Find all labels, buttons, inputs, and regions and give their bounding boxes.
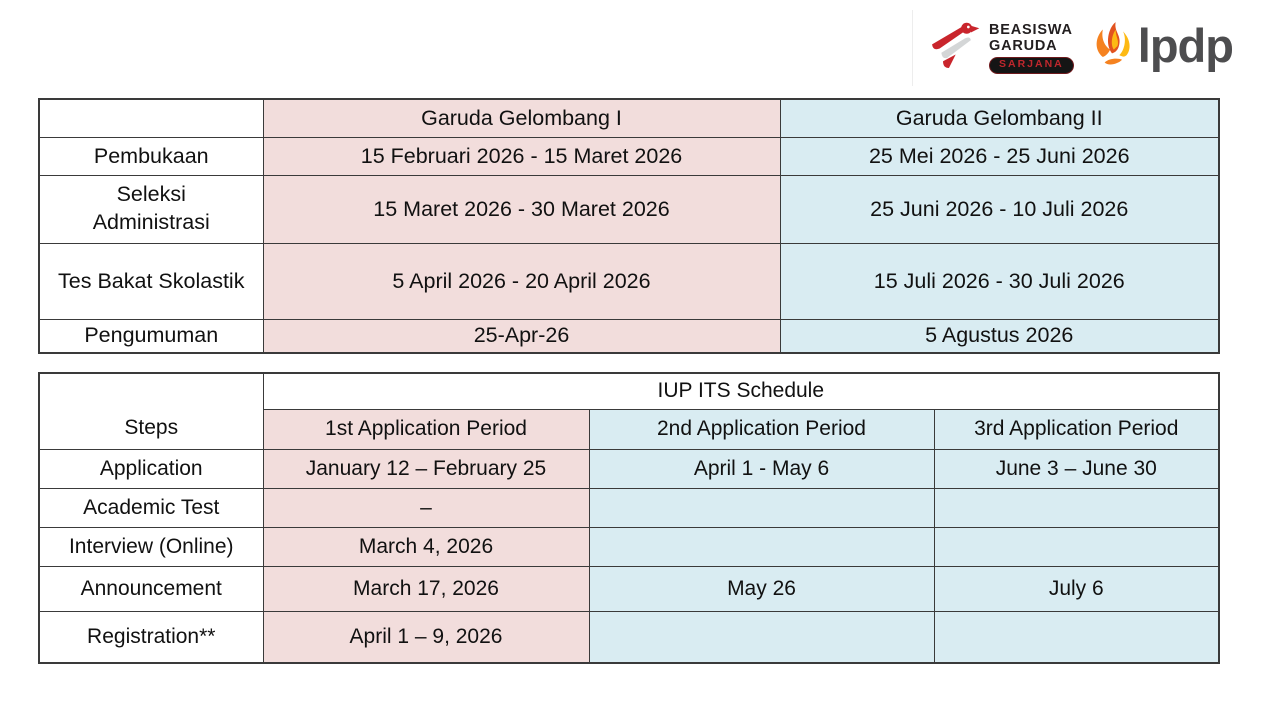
row-label: Pembukaan <box>38 136 264 176</box>
row-label: Application <box>38 448 264 489</box>
gelombang1-header: Garuda Gelombang I <box>262 98 781 138</box>
table-row: Pembukaan 15 Februari 2026 - 15 Maret 20… <box>38 136 1220 176</box>
table-cell <box>933 610 1220 664</box>
table-cell <box>588 526 935 567</box>
row-label: Registration** <box>38 610 264 664</box>
table-header-row: 1st Application Period 2nd Application P… <box>39 408 1220 450</box>
garuda-bird-icon <box>927 17 981 80</box>
beasiswa-garuda-wordmark: BEASISWA GARUDA SARJANA <box>989 21 1074 75</box>
garuda-schedule-table: Garuda Gelombang I Garuda Gelombang II P… <box>38 98 1220 354</box>
table-cell <box>588 487 935 528</box>
table-cell: July 6 <box>933 565 1220 612</box>
table-cell: – <box>262 487 590 528</box>
iup-its-schedule-table: Steps IUP ITS Schedule 1st Application P… <box>38 372 1221 664</box>
logo-bar: BEASISWA GARUDA SARJANA lpdp <box>912 10 1234 86</box>
table-cell: 15 Maret 2026 - 30 Maret 2026 <box>262 174 781 244</box>
table-cell: 15 Februari 2026 - 15 Maret 2026 <box>262 136 781 176</box>
table-cell: May 26 <box>588 565 935 612</box>
table-row: Announcement March 17, 2026 May 26 July … <box>38 565 1220 612</box>
steps-header-cell: Steps <box>38 372 264 450</box>
table-header-row: Garuda Gelombang I Garuda Gelombang II <box>38 98 1220 138</box>
table-cell: March 17, 2026 <box>262 565 590 612</box>
lpdp-logo: lpdp <box>1090 18 1234 78</box>
table-cell: January 12 – February 25 <box>262 448 590 489</box>
table-cell: 25 Mei 2026 - 25 Juni 2026 <box>779 136 1220 176</box>
sarjana-badge: SARJANA <box>989 57 1074 75</box>
period2-header: 2nd Application Period <box>588 408 935 450</box>
table-row: Registration** April 1 – 9, 2026 <box>38 610 1220 664</box>
table-cell: 25-Apr-26 <box>262 318 781 354</box>
table-cell: April 1 – 9, 2026 <box>262 610 590 664</box>
table-cell: June 3 – June 30 <box>933 448 1220 489</box>
row-label: Seleksi Administrasi <box>38 174 264 244</box>
iup-its-schedule-title: IUP ITS Schedule <box>262 372 1220 410</box>
beasiswa-garuda-logo: BEASISWA GARUDA SARJANA <box>927 17 1074 80</box>
garuda-text: GARUDA <box>989 38 1058 55</box>
table-row: Interview (Online) March 4, 2026 <box>38 526 1220 567</box>
beasiswa-text: BEASISWA <box>989 21 1073 38</box>
table-cell: 5 April 2026 - 20 April 2026 <box>262 242 781 320</box>
table-cell: 15 Juli 2026 - 30 Juli 2026 <box>779 242 1220 320</box>
empty-corner-cell <box>38 98 264 138</box>
row-label: Academic Test <box>38 487 264 528</box>
table-cell: 25 Juni 2026 - 10 Juli 2026 <box>779 174 1220 244</box>
table-title-row: Steps IUP ITS Schedule <box>38 372 1220 450</box>
table-row: Academic Test – <box>38 487 1220 528</box>
row-label: Interview (Online) <box>38 526 264 567</box>
table-cell <box>588 610 935 664</box>
row-label: Tes Bakat Skolastik <box>38 242 264 320</box>
row-label: Announcement <box>38 565 264 612</box>
table-row: Application January 12 – February 25 Apr… <box>38 448 1220 489</box>
table-row: Pengumuman 25-Apr-26 5 Agustus 2026 <box>38 318 1220 354</box>
table-cell <box>933 526 1220 567</box>
lpdp-wordmark: lpdp <box>1137 18 1234 72</box>
row-label: Pengumuman <box>38 318 264 354</box>
table-cell: 5 Agustus 2026 <box>779 318 1220 354</box>
gelombang2-header: Garuda Gelombang II <box>779 98 1220 138</box>
lpdp-flame-icon <box>1090 19 1134 78</box>
table-row: Tes Bakat Skolastik 5 April 2026 - 20 Ap… <box>38 242 1220 320</box>
table-cell: April 1 - May 6 <box>588 448 935 489</box>
table-cell: March 4, 2026 <box>262 526 590 567</box>
table-row: Seleksi Administrasi 15 Maret 2026 - 30 … <box>38 174 1220 244</box>
period1-header: 1st Application Period <box>262 408 590 450</box>
period3-header: 3rd Application Period <box>933 408 1220 450</box>
table-cell <box>933 487 1220 528</box>
